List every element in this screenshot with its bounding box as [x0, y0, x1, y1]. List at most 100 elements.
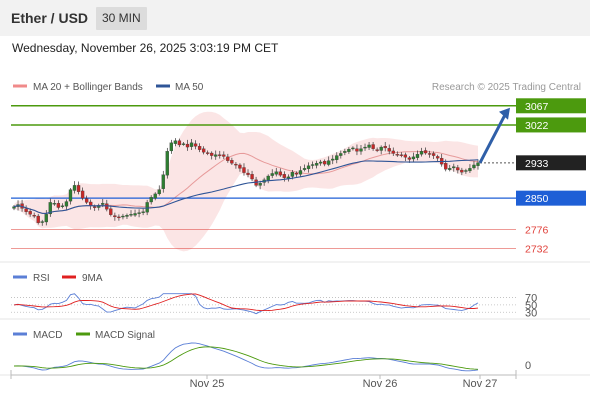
support-tag-label: 2850 — [525, 193, 549, 205]
candle-body — [323, 160, 327, 165]
rsi-level-label: 70 — [525, 292, 537, 304]
candle-body — [161, 174, 165, 189]
candle-body — [306, 165, 311, 169]
chart-header: Ether / USD 30 MIN — [0, 0, 590, 36]
candle-body — [113, 215, 117, 218]
forecast-arrow-shaft — [478, 114, 507, 164]
candle-body — [133, 213, 137, 216]
rsi-legend: RSI — [33, 273, 50, 284]
macd-signal-line — [14, 346, 479, 370]
candle-body — [121, 215, 125, 218]
level-tags: 3067 3022 2933 2850 2776 2732 — [516, 98, 586, 255]
candle-body — [379, 146, 383, 151]
candle-body — [327, 160, 331, 165]
candle-body — [32, 215, 36, 217]
candle-body — [274, 171, 278, 175]
candle-body — [427, 153, 432, 155]
rsi-ma-legend: 9MA — [82, 273, 103, 284]
moving-averages — [13, 159, 479, 214]
candle-body — [52, 203, 56, 205]
interval-badge[interactable]: 30 MIN — [96, 7, 147, 30]
macd-legend: MACD — [33, 330, 62, 341]
candle-body — [444, 163, 448, 170]
candle-body — [28, 211, 32, 215]
candle-body — [431, 153, 436, 156]
candle-body — [56, 203, 61, 208]
resistance-tag-label: 3022 — [525, 120, 549, 132]
resistance-tag-label: 3067 — [525, 101, 549, 113]
bollinger-bands — [13, 111, 479, 252]
candle-body — [218, 154, 222, 156]
resistance-tag — [516, 98, 586, 114]
candle-body — [351, 147, 355, 150]
candle-body — [298, 170, 303, 175]
x-tick-label: Nov 27 — [463, 378, 498, 390]
candle-body — [355, 148, 359, 152]
candle-body — [234, 163, 238, 166]
candle-body — [93, 206, 97, 208]
macd-line — [13, 342, 479, 372]
timestamp: Wednesday, November 26, 2025 3:03:19 PM … — [12, 41, 279, 55]
candle-body — [314, 163, 319, 166]
candle-body — [137, 212, 141, 214]
candle-body — [335, 155, 339, 160]
candle-body — [149, 197, 153, 203]
candle-body — [363, 146, 367, 149]
macd-zero-label: 0 — [525, 360, 531, 372]
candle-body — [145, 202, 149, 213]
research-credit: Research © 2025 Trading Central — [432, 82, 581, 93]
candle-body — [448, 168, 452, 170]
candle-body — [193, 143, 198, 147]
rsi-level-label: 50 — [525, 300, 537, 312]
candle-body — [399, 154, 403, 156]
candle-body — [339, 153, 343, 156]
x-tick-label: Nov 25 — [190, 378, 225, 390]
candle-body — [226, 156, 230, 161]
candle-body — [266, 175, 270, 181]
price-levels — [11, 105, 516, 249]
candle-body — [359, 148, 363, 152]
candle-body — [117, 216, 121, 219]
candle-body — [173, 140, 178, 144]
candle-body — [472, 164, 476, 169]
candle-body — [36, 215, 40, 223]
macd-signal-legend: MACD Signal — [95, 330, 155, 341]
bollinger-band-area — [14, 111, 478, 252]
candle-body — [68, 189, 73, 202]
rsi-level-label: 30 — [525, 307, 537, 319]
rsi-ma-line — [13, 293, 479, 312]
candle-body — [391, 150, 395, 154]
candle-body — [201, 148, 206, 153]
candle-body — [189, 142, 194, 147]
candle-body — [101, 203, 105, 205]
candle-body — [387, 148, 391, 152]
candle-body — [214, 154, 218, 157]
candle-body — [419, 151, 424, 155]
candle-body — [343, 151, 347, 153]
candle-body — [109, 208, 113, 215]
current-price-tag-label: 2933 — [525, 158, 549, 170]
support-tag — [516, 190, 586, 206]
candle-body — [367, 144, 371, 148]
candle-body — [407, 157, 412, 160]
candle-body — [157, 189, 161, 195]
resistance-tag — [516, 117, 586, 133]
candle-body — [230, 160, 234, 164]
candle-body — [181, 143, 186, 145]
candle-body — [278, 171, 282, 176]
candle-body — [476, 162, 480, 166]
candle-body — [197, 146, 202, 150]
candle-body — [331, 158, 335, 161]
candle-body — [460, 169, 464, 173]
candle-body — [468, 168, 472, 172]
candle-body — [242, 167, 246, 173]
candle-body — [80, 190, 85, 199]
price-level-label: 2732 — [525, 243, 549, 255]
candle-body — [436, 156, 440, 159]
candle-body — [347, 149, 351, 152]
candle-body — [452, 166, 456, 169]
candle-body — [456, 167, 460, 171]
candle-body — [129, 214, 133, 216]
